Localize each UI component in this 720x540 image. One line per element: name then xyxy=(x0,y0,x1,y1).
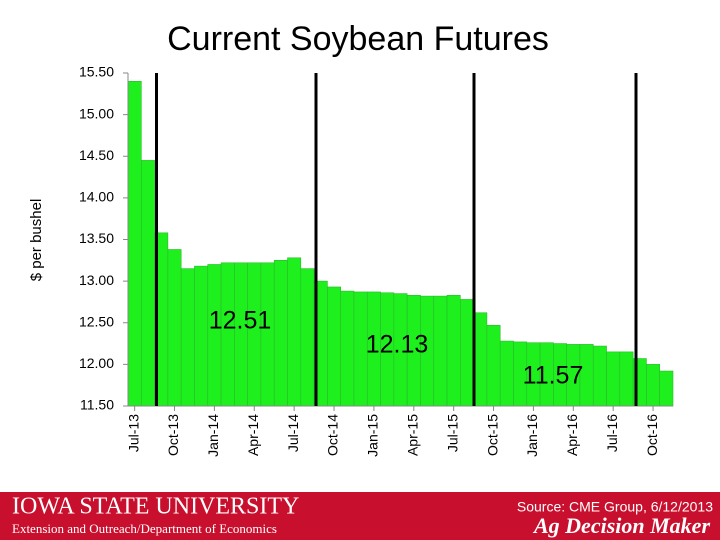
x-tick-label: Oct-16 xyxy=(644,414,660,456)
y-tick-label: 13.00 xyxy=(79,272,114,288)
x-tick-label: Oct-14 xyxy=(325,414,341,456)
chart-title: Current Soybean Futures xyxy=(167,20,549,58)
bar xyxy=(194,265,209,407)
y-tick-label: 14.50 xyxy=(79,147,114,163)
bar xyxy=(473,312,488,407)
source: Source: CME Group, 6/12/2013 xyxy=(517,499,713,515)
x-tick-label: Jul-13 xyxy=(125,414,141,452)
x-tick-label: Jul-16 xyxy=(604,414,620,452)
bar xyxy=(140,160,155,407)
bar xyxy=(659,370,674,407)
y-tick-label: 15.00 xyxy=(79,105,114,121)
bar xyxy=(167,249,182,407)
bar xyxy=(499,340,514,407)
x-tick-label: Jan-14 xyxy=(205,414,221,457)
x-tick-label: Apr-15 xyxy=(404,414,420,456)
bar xyxy=(127,81,142,407)
y-axis-label: $ per bushel xyxy=(28,199,45,282)
dividers xyxy=(155,73,638,406)
x-tick-label: Oct-13 xyxy=(165,414,181,456)
y-tick-label: 12.50 xyxy=(79,313,114,329)
y-tick-label: 11.50 xyxy=(80,397,114,413)
bar xyxy=(340,290,355,407)
x-tick-label: Apr-16 xyxy=(564,414,580,456)
footer-band xyxy=(0,492,720,540)
bar xyxy=(460,299,474,407)
bar xyxy=(592,345,607,407)
bar xyxy=(606,351,621,407)
department: Extension and Outreach/Department of Eco… xyxy=(12,521,277,536)
x-tick-label: Jan-16 xyxy=(524,414,540,457)
x-tick-label: Jul-15 xyxy=(444,414,460,452)
annotation: 12.13 xyxy=(366,331,429,359)
annotation: 12.51 xyxy=(209,307,272,335)
bar xyxy=(646,364,661,407)
x-tick-label: Oct-15 xyxy=(484,414,500,456)
bar xyxy=(273,260,288,407)
bar xyxy=(327,286,341,407)
brand: Ag Decision Maker xyxy=(532,513,710,538)
bar xyxy=(446,294,461,407)
bar xyxy=(300,268,315,407)
plot-area: 11.50 12.00 12.50 13.00 13.50 14.00 14.50 15.00… xyxy=(79,64,674,457)
x-tick-label: Apr-14 xyxy=(245,414,261,456)
bar xyxy=(619,351,634,407)
y-tick-label: 14.00 xyxy=(79,189,114,205)
annotation: 11.57 xyxy=(523,362,584,390)
y-tick-label: 13.50 xyxy=(79,230,114,246)
bar xyxy=(287,257,302,407)
bar xyxy=(207,264,222,407)
y-tick-label: 12.00 xyxy=(79,355,114,371)
bar xyxy=(180,268,195,407)
bar xyxy=(486,324,501,407)
x-tick-label: Jul-14 xyxy=(285,414,301,452)
bar xyxy=(433,295,448,407)
university-name: Iowa State University xyxy=(12,494,299,520)
x-tick-label: Jan-15 xyxy=(365,414,381,457)
y-tick-label: 15.50 xyxy=(79,64,114,80)
